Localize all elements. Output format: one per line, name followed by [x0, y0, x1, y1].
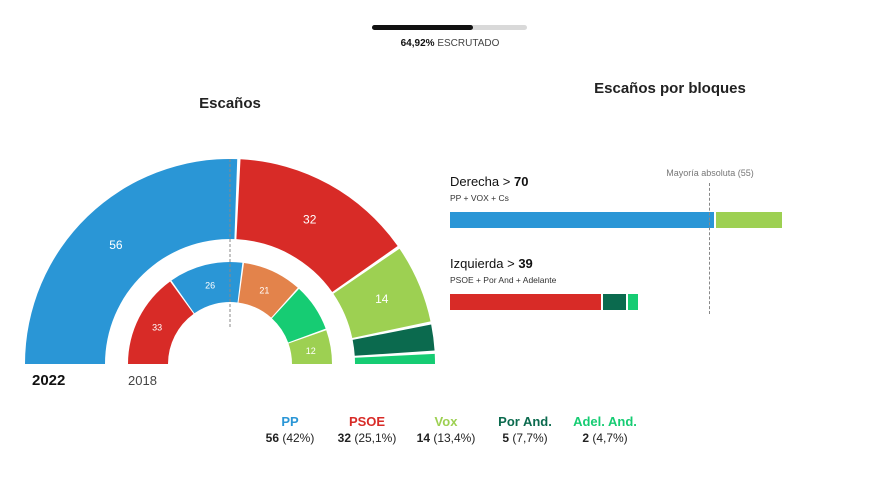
seat-arc-2022-psoe — [236, 159, 398, 293]
legend-seats: 56 — [265, 431, 279, 445]
blocks-title: Escaños por bloques — [594, 80, 746, 97]
legend-item-por-and-: Por And. 5 (7,7%) — [470, 414, 580, 445]
block-izquierda-name: Izquierda — [450, 256, 504, 271]
block-bar-derecha-pp — [450, 212, 714, 228]
legend-party-value: 2 (4,7%) — [550, 431, 660, 445]
year-2018-label: 2018 — [128, 373, 157, 388]
seat-label-2022-1: 32 — [303, 213, 317, 227]
block-derecha-bar — [450, 212, 784, 228]
seat-label-2018-2: 21 — [259, 286, 269, 296]
seat-label-2022-2: 14 — [375, 292, 389, 306]
progress-label: 64,92% ESCRUTADO — [300, 38, 600, 49]
legend-party-value: 14 (13,4%) — [391, 431, 501, 445]
seat-arc-2018-vox — [288, 330, 332, 364]
seat-label-2018-4: 12 — [306, 346, 316, 356]
legend-party-name: PP — [281, 414, 299, 429]
majority-label: Mayoría absoluta (55) — [666, 168, 754, 178]
legend-pct: (4,7%) — [589, 431, 628, 445]
progress-percent: 64,92% — [400, 38, 435, 49]
majority-line — [709, 183, 710, 314]
legend-pct: (42%) — [279, 431, 315, 445]
legend-item-adel-and-: Adel. And. 2 (4,7%) — [550, 414, 660, 445]
block-izquierda-total: 39 — [518, 256, 533, 271]
legend-item-psoe: PSOE 32 (25,1%) — [312, 414, 422, 445]
seat-label-2018-1: 26 — [205, 280, 215, 290]
block-derecha-title: Derecha > 70 — [450, 174, 529, 189]
block-derecha: Derecha > 70 PP + VOX + Cs — [450, 174, 528, 203]
legend-party-name: Por And. — [498, 414, 552, 429]
year-2022-label: 2022 — [32, 372, 66, 389]
legend-seats: 2 — [582, 431, 589, 445]
block-derecha-name: Derecha — [450, 174, 500, 189]
block-izquierda: Izquierda > 39 PSOE + Por And + Adelante — [450, 256, 556, 285]
legend-party-value: 5 (7,7%) — [470, 431, 580, 445]
seats-title: Escaños — [199, 95, 261, 112]
hemicycle-chart: 56 32 14 33 26 21 12 — [25, 158, 435, 364]
block-derecha-total: 70 — [513, 174, 529, 189]
seat-arc-2018-psoe — [128, 281, 194, 364]
progress-bar — [372, 25, 527, 30]
block-derecha-subtitle: PP + VOX + Cs — [450, 193, 509, 203]
legend-party-value: 32 (25,1%) — [312, 431, 422, 445]
legend: PP 56 (42%) PSOE 32 (25,1%) Vox 14 (13,4%) Por… — [240, 414, 660, 454]
legend-pct: (13,4%) — [430, 431, 476, 445]
block-bar-izquierda-adel-and- — [628, 294, 638, 310]
seat-label-2018-0: 33 — [152, 322, 162, 332]
seat-arc-2018-adelante — [271, 288, 326, 343]
legend-item-vox: Vox 14 (13,4%) — [391, 414, 501, 445]
legend-seats: 14 — [416, 431, 430, 445]
seat-arc-2022-por-and- — [352, 324, 435, 356]
block-bar-izquierda-psoe — [450, 294, 601, 310]
block-izquierda-subtitle: PSOE + Por And + Adelante — [450, 275, 557, 285]
seat-label-2022-0: 56 — [109, 238, 123, 252]
block-izquierda-bar — [450, 294, 640, 310]
legend-party-name: PSOE — [348, 414, 386, 429]
block-izquierda-title: Izquierda > 39 — [450, 256, 533, 271]
block-bar-izquierda-por-and- — [602, 294, 627, 310]
progress-text: ESCRUTADO — [434, 38, 500, 49]
legend-seats: 5 — [502, 431, 509, 445]
seat-arc-2018-cs — [238, 262, 298, 318]
legend-party-name: Vox — [434, 414, 458, 429]
block-bar-derecha-vox — [715, 212, 782, 228]
legend-party-name: Adel. And. — [573, 414, 637, 429]
legend-party-value: 56 (42%) — [235, 431, 345, 445]
legend-seats: 32 — [337, 431, 351, 445]
seat-arc-2018-pp — [171, 262, 243, 314]
seat-arc-2022-pp — [25, 158, 238, 364]
legend-pct: (7,7%) — [509, 431, 548, 445]
seat-arc-2022-vox — [333, 248, 431, 338]
progress-fill — [372, 25, 473, 30]
legend-pct: (25,1%) — [351, 431, 397, 445]
seat-arc-2022-adel-and- — [354, 353, 435, 364]
legend-item-pp: PP 56 (42%) — [235, 414, 345, 445]
